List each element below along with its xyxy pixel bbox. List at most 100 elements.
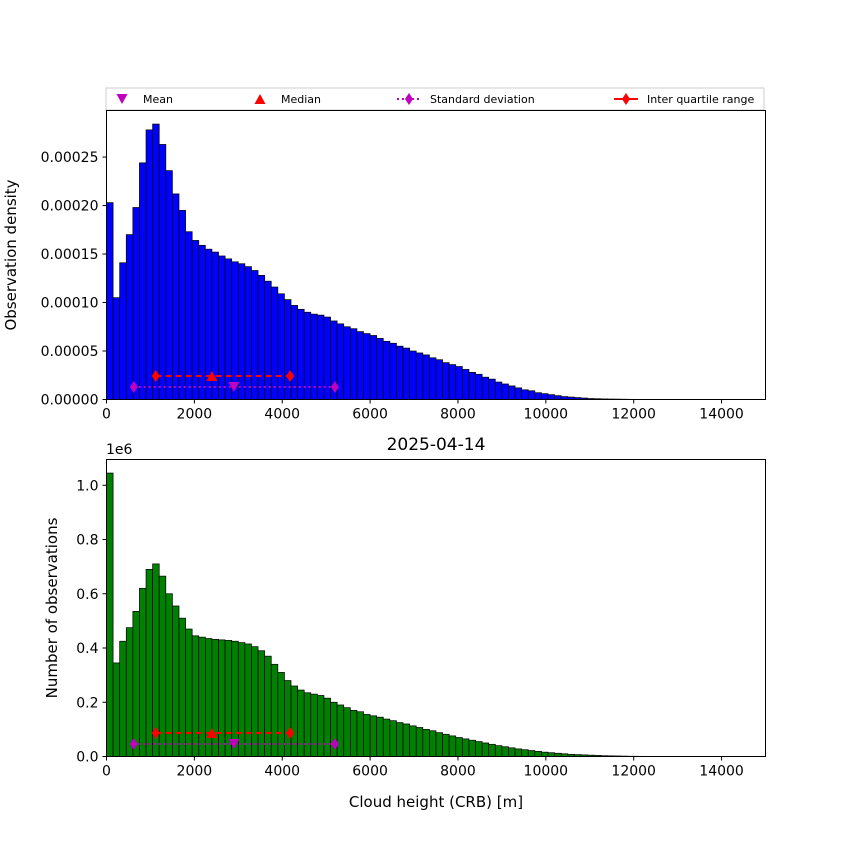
count-bar [527, 750, 536, 757]
density-xtick-label: 2000 [177, 407, 213, 423]
density-bar [415, 352, 424, 400]
count-bar [442, 733, 450, 757]
count-ytick-label: 0.4 [76, 641, 98, 657]
count-panel: 2025-04-14 1e6 0 2000 4000 6000 8000 10000 120… [43, 435, 766, 811]
density-std-marker [330, 381, 339, 393]
density-bar [284, 299, 292, 400]
density-bar [251, 270, 259, 400]
count-bar [139, 587, 147, 757]
density-xtick-label: 12000 [611, 407, 656, 423]
density-bar [349, 328, 358, 400]
count-bar [396, 722, 404, 757]
density-bar [172, 193, 180, 400]
count-bar [376, 716, 384, 757]
count-bar [349, 710, 358, 757]
count-bar [481, 742, 490, 757]
count-std-marker [129, 738, 138, 750]
legend-label: Mean [143, 93, 173, 106]
density-xtick-label: 10000 [524, 407, 569, 423]
legend-label: Standard deviation [430, 93, 535, 106]
count-ytick-label: 1.0 [76, 478, 98, 494]
count-bar [462, 738, 470, 757]
count-bar [494, 745, 503, 757]
density-bar [521, 389, 529, 400]
density-bar [376, 338, 384, 400]
count-bar [303, 692, 312, 757]
density-axes-frame [106, 110, 766, 400]
count-ytick-label: 0.6 [76, 587, 98, 603]
density-bar [455, 366, 463, 400]
density-bar [356, 331, 364, 400]
density-bar [508, 385, 516, 400]
count-xtick-label: 12000 [611, 764, 656, 780]
count-bar [218, 639, 226, 757]
density-bar [494, 381, 503, 400]
density-bar [488, 378, 496, 400]
density-bar [132, 207, 140, 400]
density-bar [554, 395, 562, 400]
density-bar [527, 390, 536, 400]
count-bar [336, 704, 345, 757]
density-bar [462, 369, 470, 400]
density-bar [422, 354, 430, 400]
count-xtick-label: 14000 [699, 764, 744, 780]
density-bar [231, 261, 239, 400]
count-bar [178, 617, 186, 757]
count-bar [330, 701, 338, 757]
density-bar [139, 162, 147, 400]
density-bar [290, 305, 298, 400]
legend-label: Median [281, 93, 321, 106]
count-bar [402, 723, 410, 757]
density-bar [442, 362, 450, 400]
count-bar [310, 693, 318, 757]
density-bar [152, 123, 160, 400]
count-std-marker [330, 738, 339, 750]
density-xtick-label: 6000 [352, 407, 388, 423]
density-ytick-label: 0.00010 [41, 296, 99, 312]
density-bar [145, 129, 153, 400]
density-bar [369, 335, 378, 400]
count-bar [106, 472, 114, 757]
count-bar [323, 697, 331, 757]
count-bar [508, 747, 516, 757]
count-bar [257, 650, 266, 757]
density-iqr-marker [286, 370, 295, 382]
count-bar [198, 636, 206, 757]
count-bar [501, 746, 509, 757]
density-bar [481, 376, 490, 400]
count-bar [205, 638, 213, 757]
count-bar [112, 662, 121, 757]
density-bar [514, 387, 523, 400]
count-bar [488, 743, 496, 757]
count-bar [409, 725, 417, 757]
count-bar [514, 748, 523, 757]
count-ytick-label: 0.8 [76, 533, 98, 549]
count-bar [382, 718, 391, 757]
count-mean-marker [228, 739, 240, 749]
legend-mean-marker [116, 94, 128, 104]
density-bar [534, 392, 542, 400]
count-bar [244, 643, 252, 757]
count-bar [422, 729, 430, 757]
density-ytick-label: 0.00005 [41, 344, 99, 360]
legend: Mean Median Standard deviation Inter quarti… [105, 87, 765, 111]
count-bar [369, 715, 378, 757]
count-bar [270, 663, 279, 757]
count-iqr-marker [151, 727, 160, 739]
density-bar [297, 308, 305, 400]
density-iqr-marker [151, 370, 160, 382]
count-bar [475, 741, 483, 757]
density-ylabel: Observation density [2, 179, 20, 330]
count-bar [468, 739, 476, 757]
density-std-marker [129, 381, 138, 393]
density-bar [547, 394, 555, 400]
count-median-marker [206, 728, 218, 738]
density-bar [501, 383, 509, 400]
density-bar [119, 262, 127, 400]
density-bar [185, 231, 193, 400]
legend-diamond-marker [405, 93, 413, 105]
legend-label: Inter quartile range [647, 93, 754, 106]
density-bar [178, 210, 186, 400]
count-bar [415, 727, 424, 757]
